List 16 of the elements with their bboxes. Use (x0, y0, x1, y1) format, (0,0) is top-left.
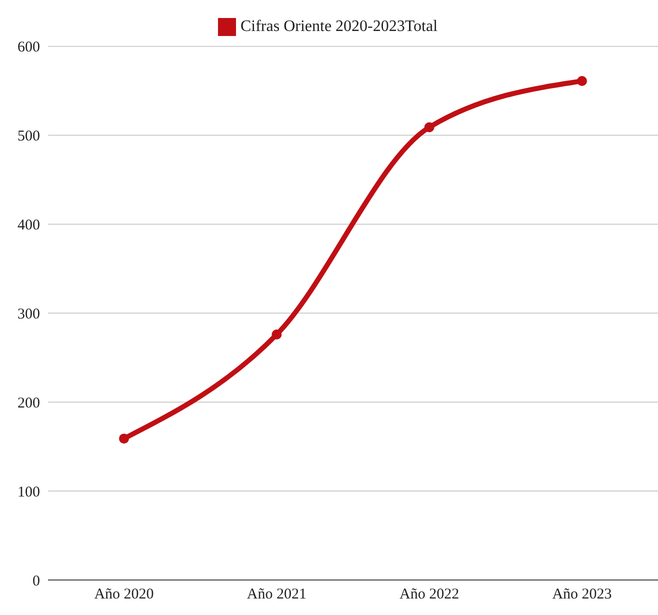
y-tick-label: 500 (18, 128, 40, 145)
point (424, 122, 434, 132)
point (272, 330, 282, 340)
y-tick-label: 300 (18, 306, 40, 322)
y-tick-label: 200 (18, 395, 40, 412)
y-tick-label: 600 (18, 40, 40, 56)
point (119, 434, 129, 444)
y-tick-label: 100 (18, 484, 40, 500)
y-tick-label: 400 (18, 218, 40, 234)
x-tick-label: Año 2020 (94, 586, 154, 603)
point (577, 76, 587, 86)
legend-label: Cifras Oriente 2020-2023Total (240, 18, 438, 35)
x-tick-label: Año 2022 (400, 586, 460, 603)
x-tick-label: Año 2021 (246, 586, 306, 603)
y-tick-label: 0 (32, 573, 40, 590)
x-tick-label: Año 2023 (552, 586, 612, 603)
